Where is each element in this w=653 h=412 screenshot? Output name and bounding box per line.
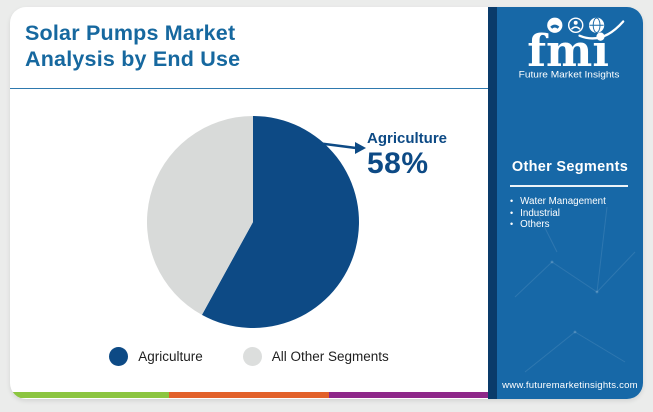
pie-slice-all-other-segments xyxy=(147,116,253,315)
logo-acronym: fmi xyxy=(527,26,609,77)
website-url: www.futuremarketinsights.com xyxy=(502,380,638,391)
callout-label: Agriculture xyxy=(367,130,448,147)
segment-item-water-management: Water Management xyxy=(510,196,641,208)
infographic-card: Solar Pumps Market Analysis by End Use A… xyxy=(10,7,643,399)
legend-label-agriculture: Agriculture xyxy=(138,348,203,364)
brand-sidebar: fmi Future Market Insights Other Segment… xyxy=(488,7,643,399)
legend-item-other-segments: All Other Segments xyxy=(242,346,389,366)
callout-value: 58% xyxy=(367,147,429,180)
globe-icon xyxy=(589,17,605,33)
footer-color-bar xyxy=(10,392,488,398)
phone-icon xyxy=(547,17,563,33)
footer-bar-purple xyxy=(328,392,488,398)
logo-name: Future Market Insights xyxy=(519,70,620,81)
fmi-logo: fmi Future Market Insights xyxy=(519,17,625,81)
page-title: Solar Pumps Market Analysis by End Use xyxy=(25,20,240,72)
segment-label: Water Management xyxy=(520,196,606,207)
legend-dot-other-segments xyxy=(242,346,262,366)
swoosh-arc xyxy=(578,20,625,40)
callout-arrow-icon xyxy=(316,141,366,154)
footer-bar-green xyxy=(10,392,170,398)
legend-dot-agriculture xyxy=(109,346,129,366)
other-segments-list: Water Management Industrial Others xyxy=(510,196,641,231)
chart-area: Solar Pumps Market Analysis by End Use A… xyxy=(10,7,488,399)
pie-slice-agriculture xyxy=(201,116,359,328)
chart-legend: Agriculture All Other Segments xyxy=(10,344,488,368)
page-title-line2: Analysis by End Use xyxy=(25,47,241,71)
legend-label-other-segments: All Other Segments xyxy=(271,348,389,364)
segment-item-industrial: Industrial xyxy=(510,208,641,220)
pie-callout: Agriculture 58% xyxy=(367,129,447,179)
segment-label: Industrial xyxy=(520,207,560,219)
title-divider xyxy=(10,88,488,89)
page-title-line1: Solar Pumps Market xyxy=(25,21,236,45)
legend-item-agriculture: Agriculture xyxy=(109,346,203,366)
segment-item-others: Others xyxy=(510,219,641,231)
sidebar-accent-strip xyxy=(488,7,497,399)
segment-label: Others xyxy=(520,219,550,231)
pie-chart xyxy=(147,116,359,328)
panel-divider xyxy=(510,185,628,187)
sidebar-panel: fmi Future Market Insights Other Segment… xyxy=(497,7,643,399)
person-icon xyxy=(567,17,584,33)
footer-bar-orange xyxy=(169,392,329,398)
other-segments-heading: Other Segments xyxy=(511,159,629,175)
